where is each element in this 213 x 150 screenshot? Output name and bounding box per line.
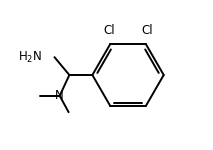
Text: Cl: Cl xyxy=(103,24,115,37)
Text: Cl: Cl xyxy=(142,24,153,37)
Text: H$_2$N: H$_2$N xyxy=(18,50,42,65)
Text: N: N xyxy=(55,89,64,102)
